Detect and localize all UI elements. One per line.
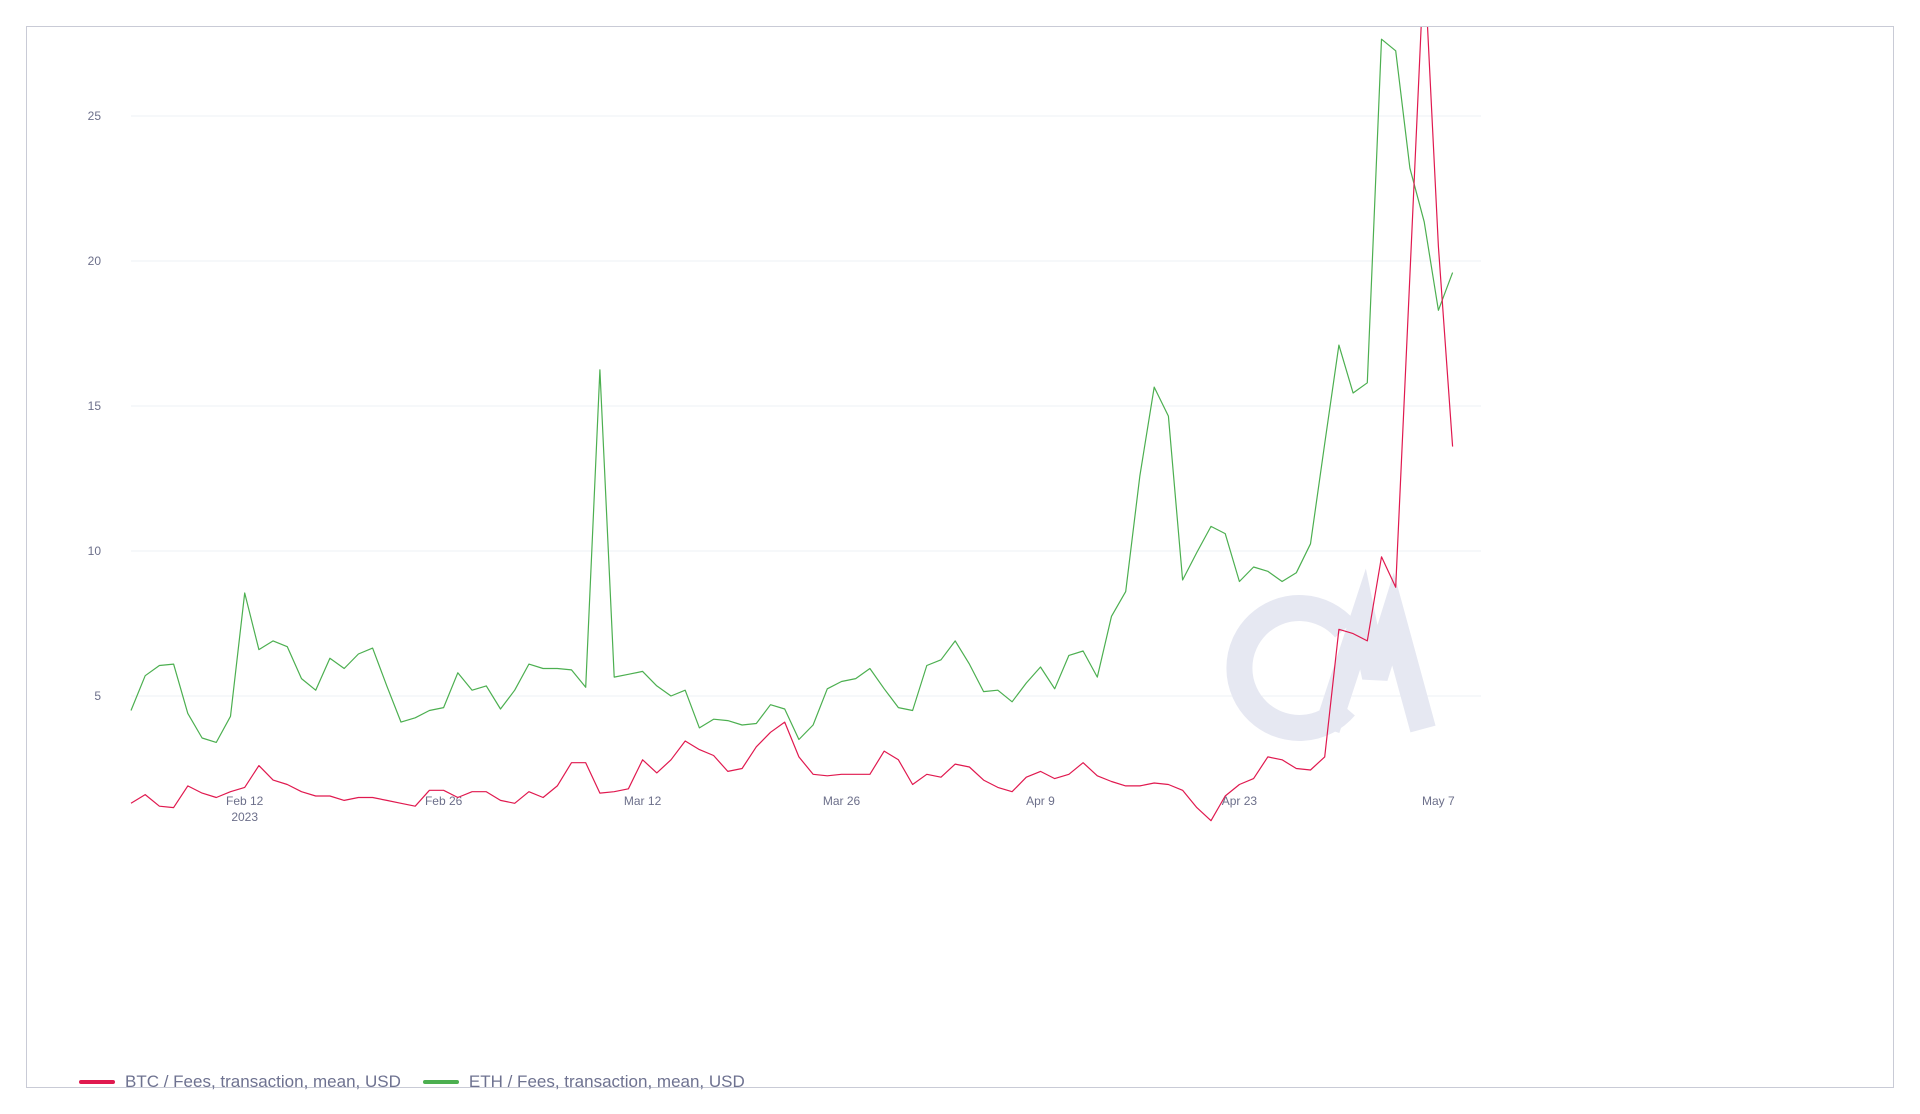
y-tick-label: 15 (88, 399, 102, 413)
cm-logo-watermark (1226, 568, 1436, 741)
x-tick-label: Apr 9 (1026, 794, 1055, 808)
x-tick-label: Mar 26 (823, 794, 861, 808)
legend-swatch (422, 1080, 459, 1084)
legend-item[interactable]: ETH / Fees, transaction, mean, USD (422, 1072, 745, 1092)
watermark-c-shape (1226, 595, 1355, 741)
y-tick-label: 20 (88, 254, 102, 268)
x-tick-label: Mar 12 (624, 794, 662, 808)
legend: BTC / Fees, transaction, mean, USD ETH / … (79, 1072, 745, 1092)
x-tick-label: May 7 (1422, 794, 1455, 808)
series-line-btc (130, 27, 1454, 822)
x-tick-sublabel: 2023 (231, 810, 258, 824)
x-axis-ticks: Feb 12 2023 Feb 26 Mar 12 Mar 26 Apr 9 Apr 23 M… (226, 794, 1455, 824)
gridlines (131, 115, 1481, 697)
legend-label: ETH / Fees, transaction, mean, USD (468, 1072, 745, 1091)
y-axis-ticks: 51015202530 (88, 109, 102, 703)
series-lines (130, 27, 1454, 822)
watermark-m-shape (1314, 568, 1436, 734)
legend-item[interactable]: BTC / Fees, transaction, mean, USD (79, 1072, 401, 1092)
legend-label: BTC / Fees, transaction, mean, USD (125, 1072, 401, 1091)
x-tick-label: Feb 26 (425, 794, 463, 808)
y-tick-label: 25 (88, 109, 102, 123)
series-line-eth (130, 38, 1454, 744)
y-tick-label: 5 (94, 689, 101, 703)
y-tick-label: 10 (88, 544, 102, 558)
legend-swatch (79, 1080, 115, 1084)
x-tick-label: Apr 23 (1222, 794, 1258, 808)
x-tick-label: Feb 12 (226, 794, 264, 808)
